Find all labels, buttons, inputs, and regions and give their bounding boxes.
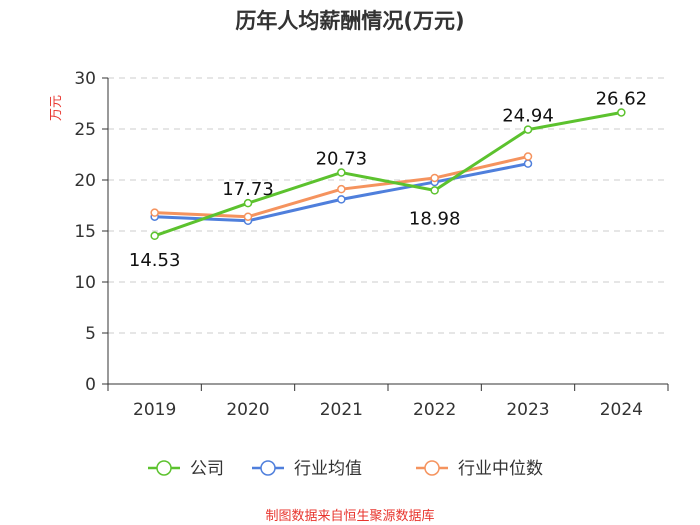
- data-labels: 14.53 17.73 20.73 18.98 24.94 26.62: [129, 88, 647, 270]
- x-tick-label: 2022: [413, 400, 456, 420]
- legend-item[interactable]: 公司: [148, 459, 224, 479]
- data-point: [150, 231, 159, 241]
- data-label: 24.94: [502, 106, 554, 127]
- x-tick-label: 2021: [320, 400, 363, 420]
- chart-title: 历年人均薪酬情况(万元): [235, 9, 464, 33]
- legend-item[interactable]: 行业中位数: [416, 459, 543, 479]
- data-point: [430, 186, 439, 195]
- data-point: [430, 173, 439, 183]
- data-label: 26.62: [596, 88, 648, 109]
- x-tick-label: 2023: [506, 400, 549, 420]
- legend[interactable]: 公司 行业均值 行业中位数: [148, 459, 543, 479]
- data-point: [243, 198, 253, 208]
- data-label: 17.73: [222, 179, 274, 200]
- legend-item[interactable]: 行业均值: [252, 459, 362, 479]
- data-point: [150, 208, 159, 217]
- data-point: [523, 125, 533, 134]
- data-point: [523, 159, 533, 168]
- y-tick-label: 20: [74, 171, 96, 191]
- legend-swatch-marker: [260, 460, 276, 476]
- x-tick-label: 2020: [226, 400, 269, 420]
- data-point: [337, 195, 346, 204]
- legend-swatch-marker: [424, 460, 440, 476]
- legend-swatch-marker: [156, 460, 172, 476]
- data-point: [617, 108, 626, 117]
- data-point: [523, 152, 533, 161]
- data-point: [243, 212, 253, 221]
- data-label: 18.98: [409, 208, 461, 229]
- source-note: 制图数据来自恒生聚源数据库: [265, 508, 434, 524]
- y-tick-label: 0: [85, 375, 96, 395]
- data-point: [337, 168, 346, 177]
- y-tick-label: 30: [74, 69, 96, 89]
- y-tick-label: 15: [74, 222, 96, 242]
- legend-label: 行业均值: [294, 459, 362, 479]
- y-tick-label: 10: [74, 273, 96, 293]
- y-tick-label: 25: [74, 120, 96, 140]
- grid-lines: [108, 77, 668, 334]
- data-point: [337, 184, 346, 194]
- axes: 0 5 10 15 20 25 30 2019 2020 2021 2022 2023 2024: [74, 69, 669, 420]
- data-label: 20.73: [316, 149, 368, 170]
- legend-label: 行业中位数: [458, 459, 543, 479]
- series-line: [153, 110, 623, 238]
- x-tick-label: 2019: [133, 400, 176, 420]
- y-tick-label: 5: [85, 324, 96, 344]
- data-label: 14.53: [129, 250, 181, 271]
- x-tick-label: 2024: [600, 400, 643, 420]
- y-axis-label: 万元: [49, 95, 64, 121]
- legend-label: 公司: [190, 459, 224, 479]
- series-group: [150, 108, 626, 241]
